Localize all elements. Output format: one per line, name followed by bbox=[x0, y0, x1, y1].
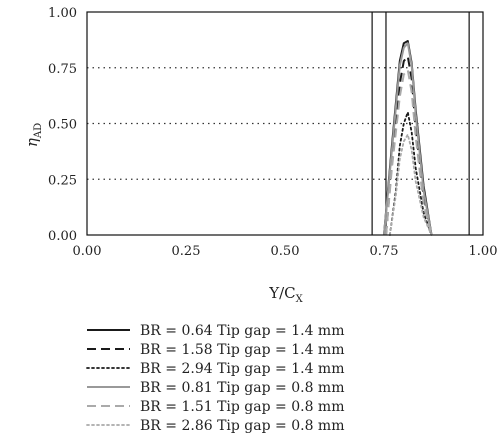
grid-layer bbox=[87, 67, 483, 180]
legend-label-2: BR = 1.58 Tip gap = 1.4 mm bbox=[140, 342, 344, 358]
legend-label-5: BR = 1.51 Tip gap = 0.8 mm bbox=[140, 399, 344, 415]
legend-label-4: BR = 0.81 Tip gap = 0.8 mm bbox=[140, 380, 344, 396]
y-axis-title: ηAD bbox=[23, 123, 44, 147]
legend-label-6: BR = 2.86 Tip gap = 0.8 mm bbox=[140, 418, 344, 434]
tick-labels: 0.00 0.25 0.50 0.75 1.00 0.00 0.25 0.50 0.75 1.00 bbox=[48, 6, 497, 259]
series-line-6 bbox=[388, 133, 433, 236]
series-layer bbox=[383, 40, 433, 236]
plot-frame bbox=[86, 11, 484, 236]
y-tick-label: 0.25 bbox=[48, 173, 77, 188]
legend: BR = 0.64 Tip gap = 1.4 mm BR = 1.58 Tip … bbox=[86, 323, 344, 434]
series-line-4 bbox=[383, 42, 433, 236]
y-tick-label: 1.00 bbox=[48, 6, 77, 21]
y-tick-label: 0.00 bbox=[48, 229, 77, 244]
legend-label-1: BR = 0.64 Tip gap = 1.4 mm bbox=[140, 323, 344, 339]
y-tick-label: 0.50 bbox=[48, 118, 77, 133]
x-axis-title: Y/CX bbox=[268, 284, 303, 305]
x-tick-label: 1.00 bbox=[469, 244, 498, 259]
x-tick-label: 0.00 bbox=[73, 244, 102, 259]
x-tick-label: 0.50 bbox=[271, 244, 300, 259]
x-tick-label: 0.75 bbox=[370, 244, 399, 259]
vertical-reference-lines bbox=[371, 12, 470, 235]
legend-label-3: BR = 2.94 Tip gap = 1.4 mm bbox=[140, 361, 344, 377]
x-tick-label: 0.25 bbox=[172, 244, 201, 259]
y-tick-label: 0.75 bbox=[48, 62, 77, 77]
series-line-5 bbox=[385, 69, 433, 236]
